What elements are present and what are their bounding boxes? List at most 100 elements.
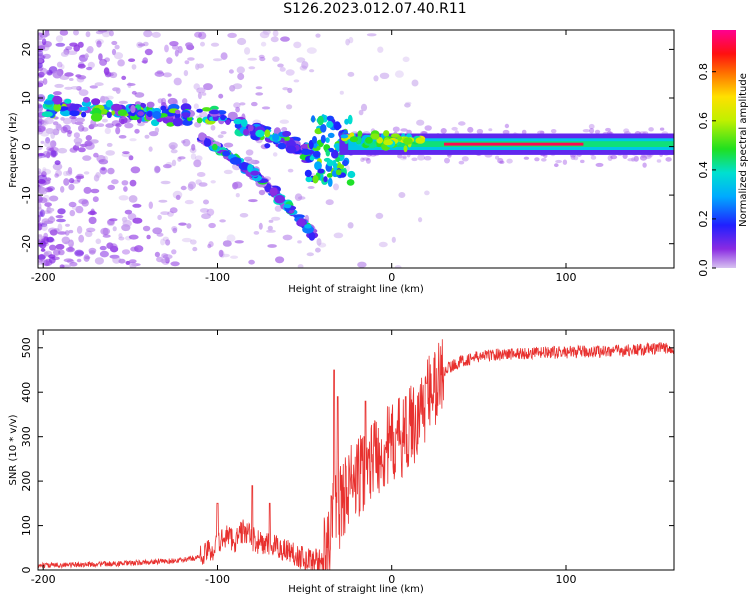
noise-blob [239,213,249,218]
noise-blob [160,97,167,105]
colorbar-tick-label: 0.0 [697,259,710,277]
noise-blob [665,157,672,162]
noise-blob [251,101,258,107]
noise-blob [293,79,300,83]
carrier-onset-blob [365,136,373,144]
noise-blob [444,157,450,164]
noise-blob [235,106,241,113]
noise-blob [60,126,68,134]
noise-blob [183,70,189,77]
noise-blob [160,258,167,264]
carrier-onset-blob [357,130,363,138]
noise-blob [129,179,137,187]
noise-blob [590,155,597,160]
noise-blob [40,140,45,144]
noise-blob [38,32,44,36]
branch-blob [53,103,62,112]
noise-blob [78,124,85,132]
noise-blob [128,234,139,240]
snr-panel: -200 -100 0 100 0 100 200 300 400 500 Height of … [8,329,675,595]
noise-blob [80,143,88,148]
y-tick-label: 0 [20,567,33,574]
noise-blob [189,239,197,245]
noise-blob [99,250,109,258]
noise-blob [218,93,224,99]
carrier-onset-blob [383,139,393,146]
noise-blob [589,128,595,134]
noise-blob [226,234,236,242]
noise-blob [57,231,67,235]
noise-blob [220,131,227,135]
noise-blob [83,186,92,194]
branch-blob [78,106,89,111]
noise-blob [55,42,66,47]
noise-blob [268,219,274,223]
noise-blob [258,189,266,196]
noise-blob [271,216,281,221]
noise-blob [196,172,206,177]
noise-blob [130,246,139,252]
noise-blob [144,48,153,56]
transition-blob [320,134,326,144]
noise-blob [315,33,321,38]
noise-blob [94,82,104,87]
noise-blob [195,179,202,185]
noise-blob [416,119,425,126]
noise-blob [154,166,161,173]
noise-blob [151,31,161,38]
noise-blob [39,240,47,249]
noise-blob [134,92,145,98]
noise-blob [38,52,44,58]
branch-blob [212,143,218,151]
noise-blob [378,241,388,248]
noise-blob [131,64,137,70]
noise-blob [188,181,196,190]
noise-blob [86,48,92,53]
transition-blob [347,170,356,179]
noise-blob [121,75,127,80]
branch-blob [272,133,280,142]
transition-blob [344,118,349,125]
spectrogram-x-label: Height of straight line (km) [288,284,424,295]
noise-blob [105,123,114,128]
noise-blob [194,155,203,162]
noise-blob [118,258,126,264]
transition-blob [325,137,330,144]
noise-blob [377,46,384,53]
noise-blob [42,167,47,173]
noise-blob [41,224,48,231]
noise-blob [258,54,265,59]
noise-blob [287,168,294,173]
noise-blob [77,63,86,69]
noise-blob [118,100,128,104]
noise-blob [84,256,91,260]
noise-blob [38,197,48,204]
noise-blob [152,227,163,235]
noise-blob [642,162,647,168]
branch-blob [264,129,271,138]
branch-blob [243,128,250,136]
transition-blob [335,169,342,176]
noise-blob [107,184,115,191]
branch-blob [250,170,260,176]
noise-blob [191,143,196,151]
noise-blob [48,256,56,264]
noise-blob [128,58,136,62]
noise-blob [46,151,51,159]
noise-blob [60,51,69,57]
transition-blob [336,164,345,170]
branch-blob [210,105,219,111]
noise-blob [279,67,286,72]
noise-blob [134,128,140,134]
x-tick-label: 100 [556,573,577,586]
noise-blob [69,42,78,47]
noise-blob [100,95,106,103]
noise-blob [66,259,75,264]
noise-blob [132,217,143,224]
noise-blob [109,218,118,222]
branch-blob [137,111,144,116]
spectrogram-y-label: Frequency (Hz) [8,112,19,188]
noise-blob [76,258,82,263]
noise-blob [148,146,153,152]
